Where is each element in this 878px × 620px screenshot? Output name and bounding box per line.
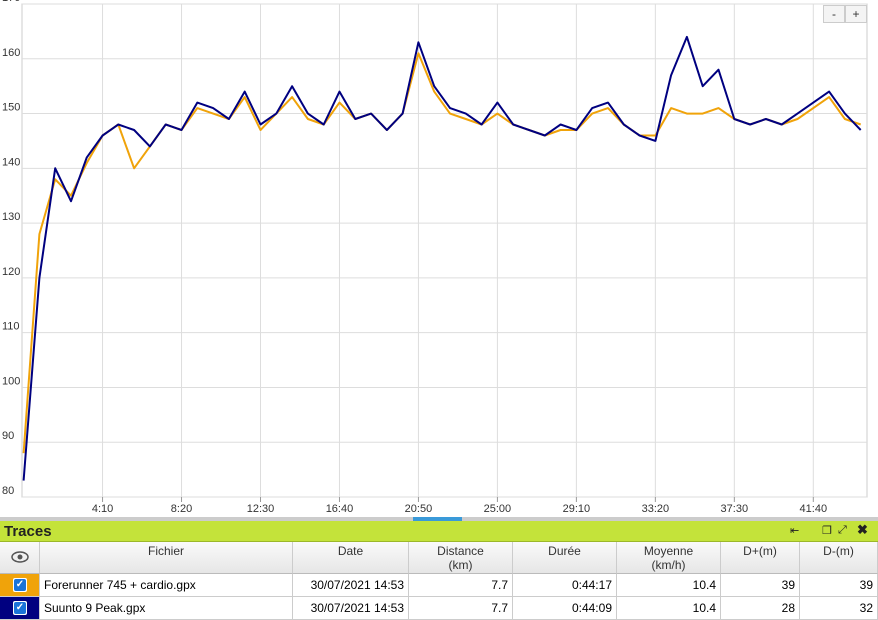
y-tick-label: 80 (2, 485, 14, 497)
x-tick-label: 25:00 (484, 503, 512, 515)
color-cell[interactable]: ✓ (0, 574, 40, 597)
y-tick-label: 110 (2, 321, 20, 333)
table-cell: 0:44:17 (513, 574, 617, 597)
column-name: D+(m) (743, 544, 777, 558)
table-cell: 10.4 (617, 574, 721, 597)
column-name: Fichier (147, 544, 184, 558)
restore-icon[interactable]: ❐ (822, 525, 832, 537)
panel-title: Traces (4, 523, 52, 540)
zoom-out[interactable]: - (823, 5, 845, 23)
y-tick-label: 150 (2, 102, 20, 114)
x-tick-label: 16:40 (326, 503, 354, 515)
column-header[interactable]: D-(m) (800, 542, 878, 574)
x-tick-label: 41:40 (800, 503, 828, 515)
eye-header[interactable] (0, 542, 40, 574)
color-cell[interactable]: ✓ (0, 597, 40, 620)
table-cell: 32 (800, 597, 878, 620)
x-tick-label: 12:30 (247, 503, 275, 515)
table-cell: 30/07/2021 14:53 (293, 574, 409, 597)
plot-area (21, 3, 868, 498)
column-name: Durée (548, 544, 581, 558)
table-cell: 10.4 (617, 597, 721, 620)
column-header[interactable]: Fichier (40, 542, 293, 574)
table-cell: 28 (721, 597, 800, 620)
table-cell: 0:44:09 (513, 597, 617, 620)
column-header[interactable]: Distance (km) (409, 542, 513, 574)
x-tick-label: 4:10 (92, 503, 113, 515)
column-unit: (km) (448, 558, 473, 572)
traces-table: Fichier Date Distance (km) Durée Moyenne (km/h… (0, 542, 878, 620)
scroll-thumb[interactable] (413, 517, 462, 521)
maximize-icon[interactable]: ⤢ (838, 524, 847, 536)
table-cell: 30/07/2021 14:53 (293, 597, 409, 620)
chart: 80 90 100 110 120 130 140 150 160 170 4:10 8:20 12:3… (2, 0, 868, 515)
column-name: Distance (437, 544, 484, 558)
table-cell: 7.7 (409, 597, 513, 620)
x-tick-label: 8:20 (171, 503, 192, 515)
pin-icon[interactable]: ⇤ (790, 525, 800, 537)
x-tick-label: 33:20 (642, 503, 670, 515)
column-header[interactable]: Durée (513, 542, 617, 574)
y-tick-label: 100 (2, 375, 20, 387)
table-cell: 39 (721, 574, 800, 597)
table-cell: 39 (800, 574, 878, 597)
x-tick-label: 29:10 (563, 503, 591, 515)
checkbox[interactable]: ✓ (13, 601, 27, 615)
zoom-in[interactable]: + (845, 5, 867, 23)
column-unit: (km/h) (651, 558, 686, 572)
column-name: Moyenne (643, 544, 694, 558)
line-series (22, 35, 862, 481)
x-tick-label: 20:50 (405, 503, 433, 515)
y-tick-label: 120 (2, 266, 20, 278)
column-header[interactable]: D+(m) (721, 542, 800, 574)
x-tick-label: 37:30 (721, 503, 749, 515)
y-tick-label: 130 (2, 211, 20, 223)
panel-header: Traces ⇤ ❐ ⤢ ✖ (0, 521, 878, 542)
y-tick-label: 160 (2, 47, 20, 59)
table-cell: Suunto 9 Peak.gpx (40, 597, 293, 620)
checkbox[interactable]: ✓ (13, 578, 27, 592)
y-tick-label: 90 (2, 430, 14, 442)
y-tick-label: 140 (2, 156, 20, 168)
table-cell: 7.7 (409, 574, 513, 597)
column-header[interactable]: Date (293, 542, 409, 574)
table-cell: Forerunner 745 + cardio.gpx (40, 574, 293, 597)
column-header[interactable]: Moyenne (km/h) (617, 542, 721, 574)
column-name: D-(m) (823, 544, 854, 558)
close-icon[interactable]: ✖ (857, 522, 868, 537)
column-name: Date (337, 544, 364, 558)
y-tick-label: 170 (2, 0, 20, 4)
